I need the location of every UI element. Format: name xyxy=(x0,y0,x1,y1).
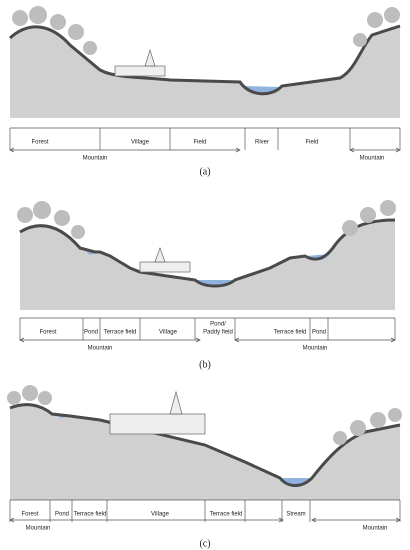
zone-label: Terrace field xyxy=(74,512,107,518)
panel-caption: (a) xyxy=(199,166,210,177)
range-label: Mountain xyxy=(363,526,388,532)
panel-caption: (b) xyxy=(199,359,211,370)
zone-label: Field xyxy=(193,140,206,146)
zone-label: River xyxy=(255,140,269,146)
terrain-a xyxy=(8,6,401,118)
terrain-c xyxy=(7,385,402,500)
zone-label: Pond xyxy=(55,512,69,518)
arrow-head xyxy=(349,147,355,153)
zone-label: Village xyxy=(131,140,150,146)
zone-label: Pond/ xyxy=(210,322,226,328)
zone-label: Field xyxy=(305,140,318,146)
arrow-head xyxy=(311,517,317,523)
zone-label: Terrace field xyxy=(210,512,243,518)
zone-label: Pond xyxy=(84,330,98,336)
zone-label: Paddy field xyxy=(203,330,233,336)
zone-label: Forest xyxy=(31,140,48,146)
range-label: Mountain xyxy=(360,156,385,162)
terrain-b xyxy=(17,200,396,310)
range-label: Mountain xyxy=(26,526,51,532)
range-label: Mountain xyxy=(88,346,113,352)
arrow-head xyxy=(235,147,241,153)
panel-caption: (c) xyxy=(199,538,210,549)
zone-label: Terrace field xyxy=(104,330,137,336)
range-label: Mountain xyxy=(83,156,108,162)
arrow-head xyxy=(195,337,201,343)
arrow-head xyxy=(390,337,396,343)
zone-label: Terrace field xyxy=(274,330,307,336)
arrow-head xyxy=(278,517,284,523)
zone-label: Forest xyxy=(39,330,56,336)
arrow-head xyxy=(234,337,240,343)
zone-label: Village xyxy=(159,330,178,336)
zone-label: Stream xyxy=(286,512,305,518)
arrow-head xyxy=(9,517,15,523)
zone-label: Pond xyxy=(312,330,326,336)
arrow-head xyxy=(395,517,401,523)
range-label: Mountain xyxy=(303,346,328,352)
zone-label: Village xyxy=(151,512,170,518)
zone-label: Forest xyxy=(21,512,38,518)
arrow-head xyxy=(9,147,15,153)
arrow-head xyxy=(19,337,25,343)
arrow-head xyxy=(395,147,401,153)
